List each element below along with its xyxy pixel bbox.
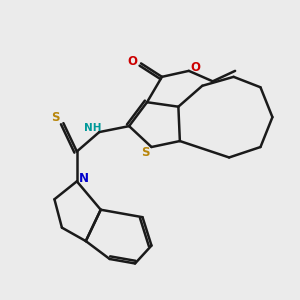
Text: N: N <box>78 172 88 185</box>
Text: O: O <box>190 61 200 74</box>
Text: O: O <box>128 56 138 68</box>
Text: S: S <box>141 146 149 159</box>
Text: NH: NH <box>84 123 101 133</box>
Text: S: S <box>51 111 59 124</box>
